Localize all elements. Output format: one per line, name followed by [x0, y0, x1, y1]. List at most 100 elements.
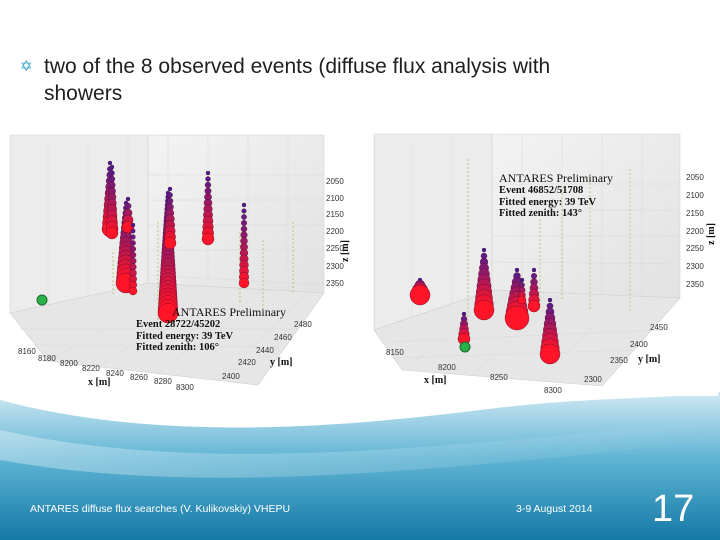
detector-string-point	[561, 281, 563, 283]
detector-string-point	[467, 219, 469, 221]
detector-string-point	[467, 235, 469, 237]
z-tick-label: 2350	[326, 279, 344, 288]
hit-marker	[105, 226, 119, 240]
detector-string-point	[157, 242, 159, 244]
detector-string-point	[629, 181, 631, 183]
hit-marker	[473, 299, 495, 321]
event-id: Event 28722/45202	[136, 319, 221, 330]
detector-string-point	[262, 304, 264, 306]
vertex-marker	[36, 294, 48, 306]
detector-string-point	[629, 253, 631, 255]
detector-string-point	[561, 277, 563, 279]
detector-string-point	[561, 265, 563, 267]
x-axis-label: x [m]	[424, 375, 447, 386]
detector-string-point	[112, 272, 114, 274]
z-tick-label: 2100	[326, 194, 344, 203]
detector-string-point	[629, 289, 631, 291]
detector-string-point	[629, 209, 631, 211]
detector-string-point	[539, 259, 541, 261]
detector-string-point	[629, 277, 631, 279]
detector-string-point	[467, 319, 469, 321]
detector-string-point	[112, 288, 114, 290]
hit-marker	[129, 245, 136, 252]
detector-string-point	[561, 229, 563, 231]
detector-string-point	[539, 295, 541, 297]
detector-string-point	[629, 281, 631, 283]
detector-string-point	[467, 315, 469, 317]
footer-date: 3-9 August 2014	[516, 503, 593, 515]
detector-string-point	[467, 231, 469, 233]
detector-string-point	[262, 292, 264, 294]
y-axis-label: y [m]	[638, 354, 661, 365]
detector-string-point	[561, 217, 563, 219]
hit-marker	[527, 299, 541, 313]
detector-string-point	[561, 257, 563, 259]
detector-string-point	[467, 279, 469, 281]
detector-string-point	[239, 296, 241, 298]
detector-string-point	[589, 307, 591, 309]
detector-string-point	[112, 268, 114, 270]
preliminary-label: ANTARES Preliminary	[499, 171, 614, 185]
hit-marker	[205, 176, 211, 182]
y-tick-label: 2450	[650, 323, 668, 332]
detector-string-point	[561, 289, 563, 291]
detector-string-point	[561, 253, 563, 255]
detector-string-point	[539, 279, 541, 281]
detector-string-point	[467, 255, 469, 257]
detector-string-point	[292, 266, 294, 268]
detector-string-point	[239, 248, 241, 250]
detector-string-point	[292, 222, 294, 224]
detector-string-point	[467, 223, 469, 225]
detector-string-point	[262, 252, 264, 254]
detector-string-point	[262, 256, 264, 258]
detector-string-point	[262, 300, 264, 302]
detector-string-point	[561, 237, 563, 239]
detector-string-point	[262, 244, 264, 246]
detector-string-point	[467, 259, 469, 261]
detector-string-point	[262, 288, 264, 290]
detector-string-point	[629, 229, 631, 231]
bullet-text: ✡ two of the 8 observed events (diffuse f…	[20, 53, 700, 107]
z-tick-label: 2050	[326, 177, 344, 186]
detector-string-point	[629, 261, 631, 263]
detector-string-point	[589, 231, 591, 233]
detector-string-point	[292, 282, 294, 284]
hit-marker	[547, 297, 553, 303]
hit-marker	[240, 219, 247, 226]
bullet-text-line2: showers	[44, 82, 123, 105]
detector-string-point	[561, 225, 563, 227]
detector-string-point	[629, 225, 631, 227]
fitted-zenith: Fitted zenith: 106°	[136, 342, 219, 353]
hit-marker	[124, 202, 132, 210]
detector-string-point	[239, 232, 241, 234]
detector-string-point	[239, 236, 241, 238]
detector-string-point	[292, 230, 294, 232]
detector-string-point	[589, 243, 591, 245]
detector-string-point	[629, 265, 631, 267]
detector-string-point	[561, 233, 563, 235]
detector-string-point	[292, 246, 294, 248]
detector-string-point	[589, 279, 591, 281]
z-tick-label: 2200	[686, 227, 704, 236]
detector-string-point	[467, 211, 469, 213]
detector-string-point	[539, 243, 541, 245]
detector-string-point	[292, 226, 294, 228]
detector-string-point	[239, 292, 241, 294]
detector-string-point	[467, 275, 469, 277]
detector-string-point	[157, 290, 159, 292]
detector-string-point	[467, 207, 469, 209]
detector-string-point	[112, 280, 114, 282]
hit-marker	[238, 277, 250, 289]
detector-string-point	[467, 287, 469, 289]
detector-string-point	[589, 219, 591, 221]
detector-string-point	[561, 245, 563, 247]
hit-marker	[241, 214, 247, 220]
hit-marker	[530, 272, 537, 279]
detector-string-point	[292, 262, 294, 264]
detector-string-point	[589, 251, 591, 253]
hit-marker	[531, 267, 537, 273]
detector-string-point	[112, 284, 114, 286]
detector-string-point	[157, 270, 159, 272]
